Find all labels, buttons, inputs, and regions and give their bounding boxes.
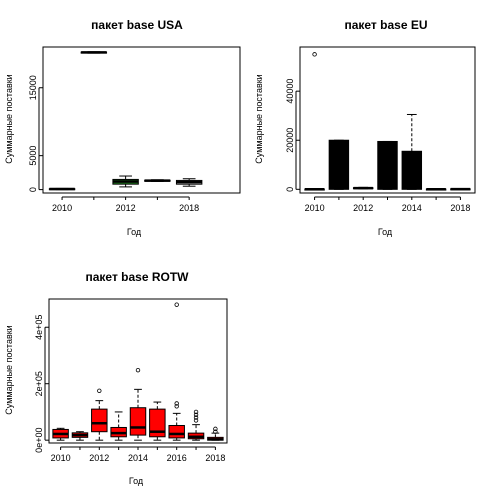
plot-area: 0e+00 2e+05 4e+05 2010 2012 2014 2016 2018 (34, 302, 225, 463)
plot-area: 0 5000 15000 2010 2012 2018 (28, 51, 203, 213)
x-tick-label: 2010 (305, 203, 325, 213)
outlier-point (174, 404, 179, 409)
box-2016 (168, 302, 185, 441)
outlier-point (174, 302, 179, 307)
outlier-point (213, 426, 218, 432)
box-2014 (144, 179, 171, 182)
y-tick-label: 15000 (28, 75, 38, 100)
box-2018 (207, 426, 224, 441)
x-axis-label: Год (127, 227, 142, 237)
x-tick-label: 2014 (402, 203, 422, 213)
chart-title: пакет base USA (91, 18, 183, 32)
plot-frame (299, 46, 476, 194)
box-2013 (377, 140, 398, 190)
y-tick-label: 4e+05 (34, 315, 44, 340)
box-2011 (80, 51, 108, 54)
box-2012 (112, 175, 139, 188)
outlier-point (193, 415, 199, 420)
y-tick-label: 0 (285, 187, 295, 192)
x-tick-label: 2018 (205, 453, 225, 463)
panel-rotw: пакет base ROTW Год Суммарные поставки 0… (4, 270, 228, 486)
x-axis-label: Год (378, 227, 393, 237)
box-2017 (187, 409, 205, 441)
outlier-point (97, 388, 102, 393)
x-tick-label: 2010 (51, 453, 71, 463)
y-axis-label: Суммарные поставки (4, 74, 14, 163)
box-2011 (328, 139, 350, 190)
box-2010 (304, 52, 325, 191)
box-2014 (401, 113, 423, 190)
plot-area: 0 20000 40000 2010 2012 2014 2018 (285, 52, 471, 213)
x-axis-label: Год (129, 476, 144, 486)
box-iqr (91, 408, 108, 433)
box-2015 (425, 187, 447, 191)
outlier-point (193, 409, 199, 415)
panel-eu: пакет base EU Год Суммарные поставки 0 20… (254, 18, 476, 237)
x-tick-label: 2014 (128, 453, 148, 463)
plot-frame (48, 298, 228, 444)
box-2012 (352, 186, 374, 190)
y-tick-label: 5000 (28, 146, 38, 166)
box-2011 (71, 431, 89, 441)
box-2014 (129, 367, 147, 441)
box-iqr (168, 424, 185, 439)
outlier-point (135, 367, 141, 373)
box-2015 (149, 401, 166, 441)
box-iqr (149, 408, 166, 438)
y-axis-label: Суммарные поставки (4, 325, 14, 414)
chart-title: пакет base ROTW (86, 270, 190, 284)
plot-frame (42, 46, 241, 194)
y-tick-label: 2e+05 (34, 371, 44, 396)
y-tick-label: 0e+00 (34, 428, 44, 453)
x-tick-label: 2012 (353, 203, 373, 213)
x-tick-label: 2016 (167, 453, 187, 463)
box-2010 (48, 187, 76, 191)
chart-title: пакет base EU (344, 18, 427, 32)
outlier-point (312, 52, 317, 57)
x-tick-label: 2012 (89, 453, 109, 463)
panel-usa: пакет base USA Год Суммарные поставки 0 5… (4, 18, 241, 237)
box-2018 (175, 178, 203, 187)
x-tick-label: 2010 (52, 203, 72, 213)
outlier-point (174, 401, 179, 406)
box-2013 (110, 411, 127, 441)
y-tick-label: 0 (28, 187, 38, 192)
box-2012 (91, 388, 108, 441)
outlier-point (193, 418, 199, 423)
box-iqr (129, 407, 147, 436)
y-axis-label: Суммарные поставки (254, 74, 264, 163)
x-tick-label: 2012 (116, 203, 136, 213)
box-2018 (450, 187, 471, 191)
box-2010 (52, 427, 69, 441)
outlier-point (213, 429, 218, 434)
y-tick-label: 40000 (285, 79, 295, 104)
outlier-point (193, 412, 199, 417)
x-tick-label: 2018 (179, 203, 199, 213)
x-tick-label: 2018 (450, 203, 470, 213)
y-tick-label: 20000 (285, 128, 295, 153)
